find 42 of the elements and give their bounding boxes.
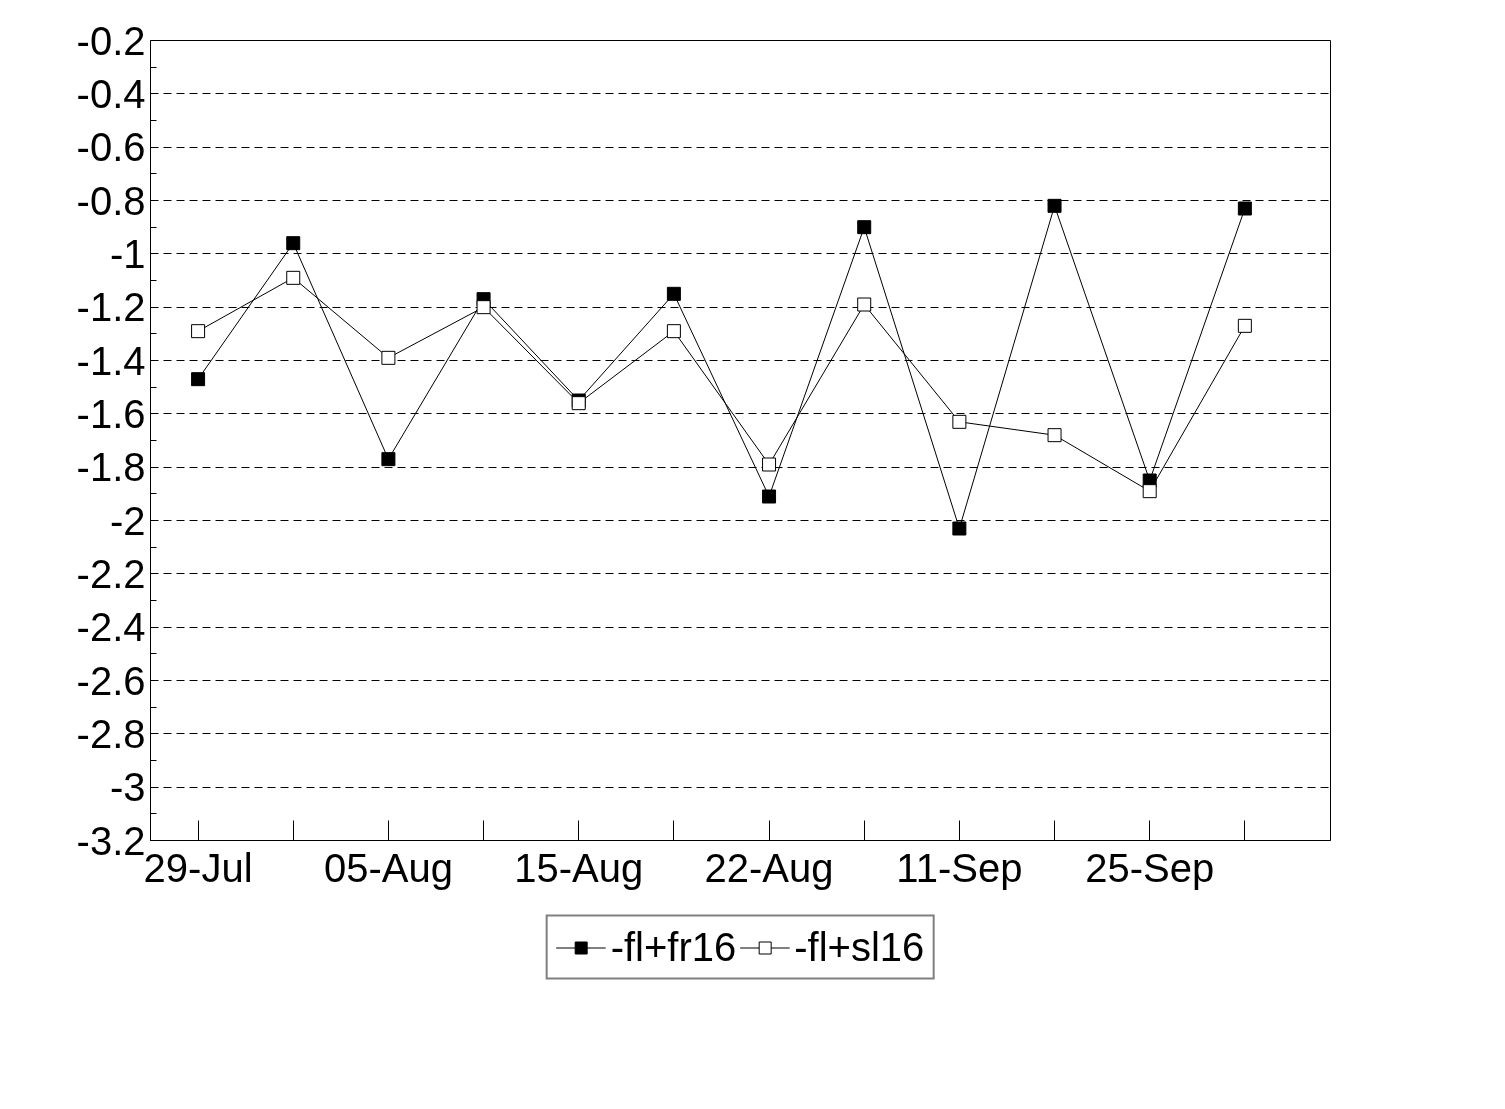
point — [952, 521, 967, 536]
y-tick-label: -1.8 — [76, 445, 146, 490]
y-tick-label: -2.2 — [76, 551, 146, 596]
point — [666, 324, 681, 339]
point — [286, 236, 301, 251]
y-tick-label: -3 — [109, 765, 146, 810]
point — [381, 350, 396, 365]
y-tick-label: -0.2 — [76, 18, 146, 63]
x-tick-label: 25-Sep — [1085, 845, 1215, 890]
x-tick-label: 05-Aug — [323, 845, 453, 890]
y-tick-label: -1.4 — [76, 338, 146, 383]
x-tick-label: 29-Jul — [143, 845, 253, 890]
point — [762, 489, 777, 504]
y-tick-label: -2.8 — [76, 711, 146, 756]
point — [1047, 198, 1062, 213]
x-tick-label: 22-Aug — [704, 845, 834, 890]
legend-label: -fl+fr16 — [610, 924, 737, 970]
legend-label: -fl+sl16 — [794, 924, 925, 970]
point — [666, 286, 681, 301]
point — [762, 457, 777, 472]
point — [381, 452, 396, 467]
y-tick-label: -2.6 — [76, 658, 146, 703]
y-tick-label: -0.8 — [76, 178, 146, 223]
y-tick-label: -0.4 — [76, 71, 146, 116]
point — [1047, 428, 1062, 443]
point — [857, 297, 872, 312]
y-tick-label: -1 — [109, 231, 146, 276]
point — [476, 300, 491, 315]
y-tick-label: -1.2 — [76, 285, 146, 330]
point — [1237, 201, 1252, 216]
point — [191, 372, 206, 387]
y-tick-label: -2.4 — [76, 605, 146, 650]
point — [952, 414, 967, 429]
point — [286, 270, 301, 285]
y-tick-label: -3.2 — [76, 818, 146, 863]
x-tick-label: 11-Sep — [896, 845, 1023, 890]
y-tick-label: -1.6 — [76, 391, 146, 436]
y-tick-label: -0.6 — [76, 125, 146, 170]
point — [1142, 484, 1157, 499]
x-tick-label: 15-Aug — [514, 845, 644, 890]
point — [857, 220, 872, 235]
y-tick-label: -2 — [109, 498, 146, 543]
